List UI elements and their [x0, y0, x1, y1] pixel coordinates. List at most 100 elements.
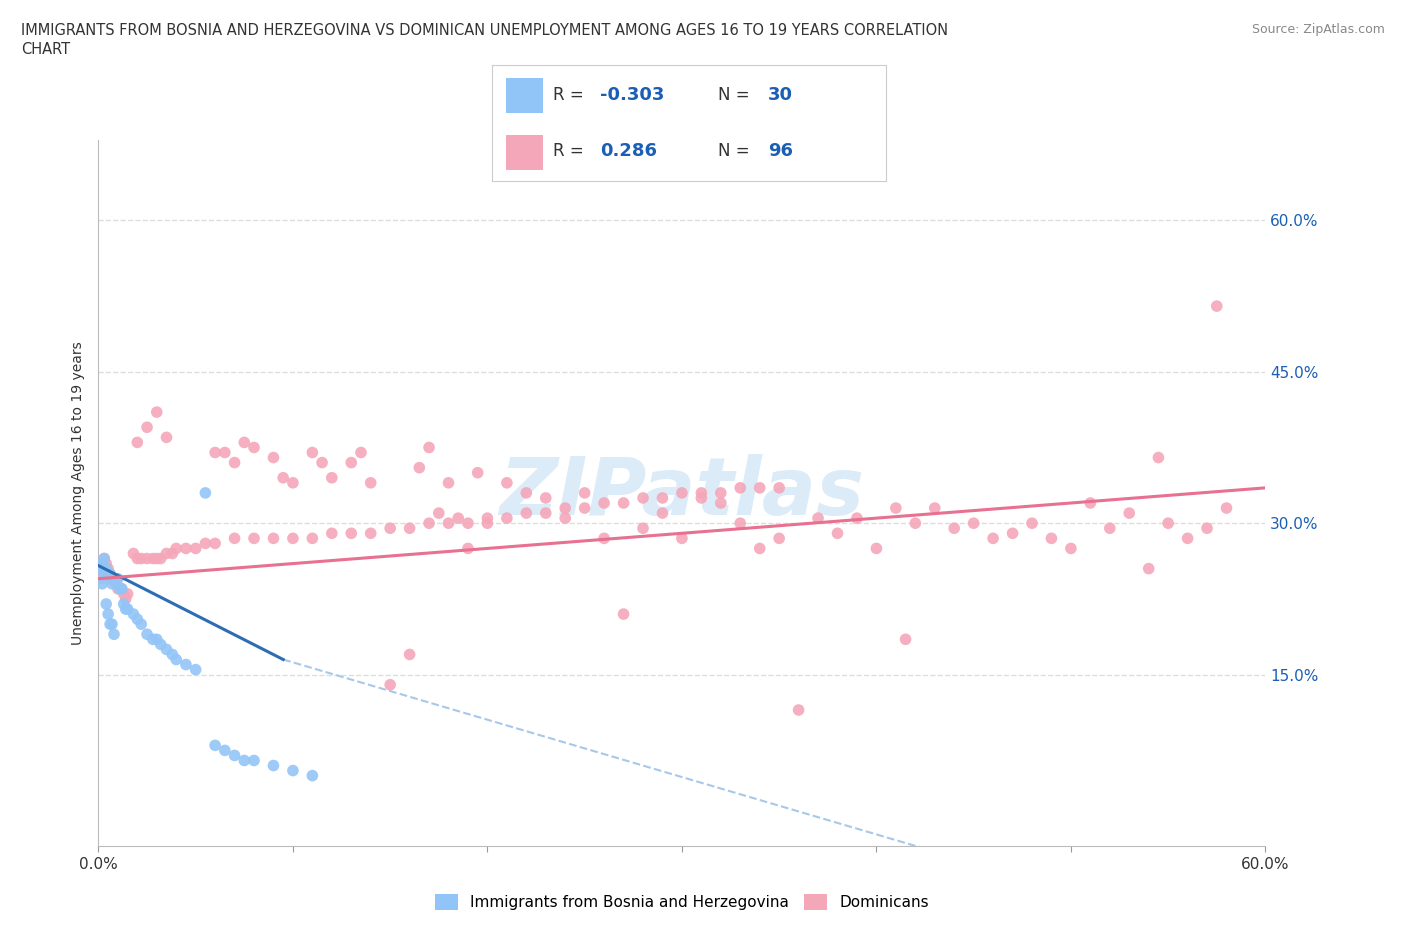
Point — [631, 490, 654, 505]
Text: 30: 30 — [768, 86, 793, 104]
Point — [112, 587, 135, 602]
Point — [350, 445, 373, 460]
Point — [301, 445, 323, 460]
Point — [360, 525, 382, 540]
Point — [101, 577, 124, 591]
Point — [98, 617, 121, 631]
Point — [103, 571, 125, 586]
Text: IMMIGRANTS FROM BOSNIA AND HERZEGOVINA VS DOMINICAN UNEMPLOYMENT AMONG AGES 16 T: IMMIGRANTS FROM BOSNIA AND HERZEGOVINA V… — [21, 23, 948, 38]
Point — [1080, 496, 1102, 511]
Point — [146, 551, 169, 566]
Point — [89, 561, 111, 576]
Point — [93, 551, 115, 566]
Point — [554, 500, 576, 515]
Point — [174, 658, 197, 672]
Point — [149, 551, 172, 566]
Point — [477, 516, 499, 531]
Point — [437, 475, 460, 490]
Point — [91, 556, 114, 571]
Point — [593, 531, 616, 546]
Point — [184, 541, 207, 556]
Point — [127, 612, 149, 627]
Point — [114, 602, 136, 617]
Y-axis label: Unemployment Among Ages 16 to 19 years: Unemployment Among Ages 16 to 19 years — [72, 341, 86, 644]
Text: -0.303: -0.303 — [600, 86, 665, 104]
Point — [108, 581, 131, 596]
Point — [142, 631, 165, 646]
Point — [149, 637, 172, 652]
Text: R =: R = — [553, 142, 583, 160]
Point — [1147, 450, 1170, 465]
Point — [1177, 531, 1199, 546]
Point — [243, 440, 266, 455]
Point — [515, 506, 537, 521]
Point — [574, 485, 596, 500]
Point — [467, 465, 489, 480]
Point — [96, 561, 118, 576]
Point — [112, 596, 135, 611]
Point — [129, 551, 152, 566]
Point — [730, 516, 752, 531]
Point — [108, 581, 131, 596]
Point — [534, 506, 557, 521]
Point — [943, 521, 966, 536]
Point — [1040, 531, 1063, 546]
Point — [262, 450, 284, 465]
Bar — [506, 135, 543, 170]
Point — [884, 500, 907, 515]
Point — [894, 631, 917, 646]
Point — [122, 606, 145, 621]
Point — [194, 536, 217, 551]
Point — [89, 561, 111, 576]
Point — [1021, 516, 1043, 531]
Point — [281, 531, 304, 546]
Point — [457, 516, 479, 531]
Point — [787, 702, 810, 717]
Point — [495, 511, 517, 525]
Point — [748, 481, 770, 496]
Point — [262, 531, 284, 546]
Point — [301, 531, 323, 546]
Point — [155, 546, 177, 561]
Point — [162, 546, 184, 561]
Point — [924, 500, 946, 515]
Point — [554, 511, 576, 525]
Point — [107, 571, 129, 586]
Point — [224, 748, 246, 763]
Point — [165, 652, 187, 667]
Point — [103, 627, 125, 642]
Point — [768, 531, 790, 546]
Point — [690, 490, 713, 505]
Point — [96, 556, 118, 571]
Point — [378, 677, 402, 692]
Point — [96, 596, 118, 611]
Point — [214, 445, 236, 460]
Point — [101, 571, 124, 586]
Point — [651, 506, 673, 521]
Point — [807, 511, 830, 525]
Point — [1195, 521, 1218, 536]
Point — [204, 536, 226, 551]
Point — [827, 525, 849, 540]
Point — [117, 602, 139, 617]
Point — [97, 561, 120, 576]
Point — [301, 768, 323, 783]
Point — [127, 551, 149, 566]
Point — [224, 455, 246, 470]
Point — [98, 571, 121, 586]
Point — [671, 485, 693, 500]
Point — [107, 581, 129, 596]
Point — [91, 577, 114, 591]
Text: ZIPatlas: ZIPatlas — [499, 454, 865, 532]
Point — [117, 587, 139, 602]
Point — [690, 485, 713, 500]
Point — [730, 481, 752, 496]
Point — [146, 631, 169, 646]
Text: 0.286: 0.286 — [600, 142, 658, 160]
Point — [104, 571, 127, 586]
Point — [477, 511, 499, 525]
Point — [243, 753, 266, 768]
Point — [846, 511, 869, 525]
Point — [981, 531, 1004, 546]
Point — [408, 460, 430, 475]
